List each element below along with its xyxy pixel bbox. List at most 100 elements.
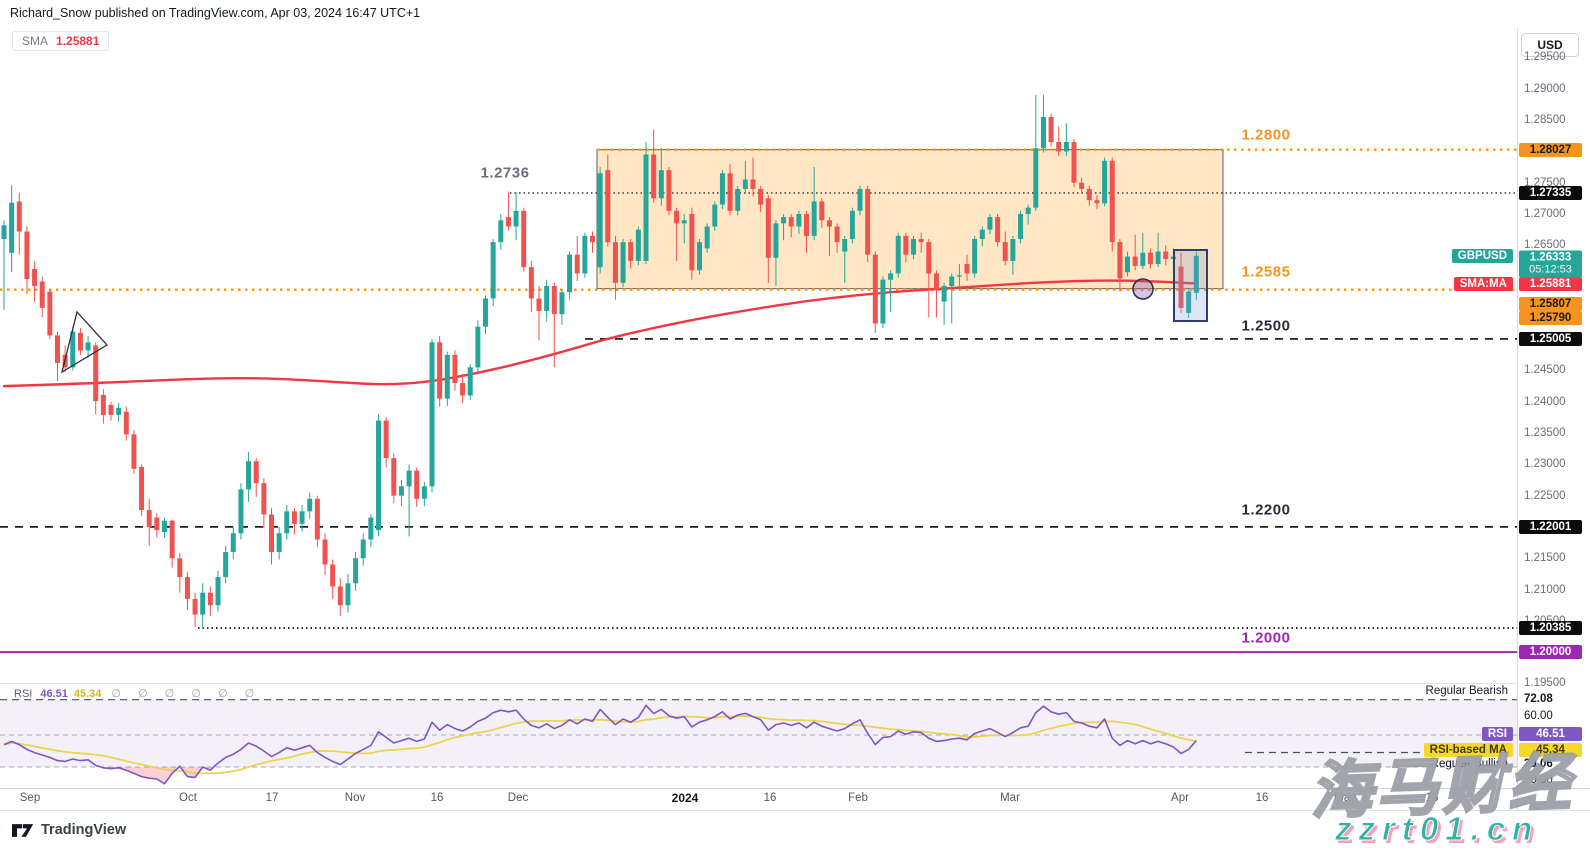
candle-body: [987, 217, 993, 230]
candle-body: [269, 514, 275, 553]
candle-body: [559, 292, 565, 315]
candle-body: [32, 269, 38, 286]
candle-body: [536, 298, 542, 312]
sma-line[interactable]: [2, 279, 1198, 388]
candle-body: [857, 188, 863, 211]
candle-body: [253, 461, 259, 484]
candle-body: [475, 326, 481, 368]
candle-body: [85, 342, 91, 351]
candle-body: [964, 264, 970, 274]
candle-body: [154, 517, 160, 531]
candle-body: [337, 586, 343, 606]
candle-body: [55, 335, 61, 363]
rsi-ma-line[interactable]: [3, 715, 1197, 775]
candle-body: [368, 517, 374, 540]
candle-body: [781, 217, 787, 224]
candle-body: [169, 520, 175, 559]
candle-body: [872, 254, 878, 324]
candle-body: [360, 539, 366, 559]
candle-body: [505, 217, 511, 227]
candle-body: [567, 254, 573, 293]
candle-body: [811, 201, 817, 236]
candle-body: [146, 510, 152, 527]
candle-body: [1163, 251, 1169, 260]
candle-body: [284, 511, 290, 534]
candle-body: [77, 332, 83, 351]
candle-body: [1109, 160, 1115, 243]
candle-body: [108, 404, 114, 415]
candle-body: [353, 558, 359, 584]
candle-body: [620, 242, 626, 283]
rsi-band: [0, 699, 1517, 767]
candle-body: [903, 235, 909, 255]
candle-body: [796, 213, 802, 227]
candle-body: [207, 592, 213, 606]
candle-body: [1040, 116, 1046, 149]
candle-body: [911, 239, 917, 255]
candle-body: [1056, 141, 1062, 152]
candle-body: [758, 188, 764, 205]
rsi-line[interactable]: [3, 704, 1197, 785]
candle-body: [819, 201, 825, 221]
candle-body: [1048, 116, 1054, 142]
candle-body: [139, 466, 145, 511]
candle-body: [330, 564, 336, 587]
candle-body: [238, 489, 244, 534]
candle-body: [788, 217, 794, 227]
candle-body: [1147, 252, 1153, 265]
recent-candles-highlight-box[interactable]: [1173, 249, 1208, 322]
candle-body: [697, 242, 703, 271]
candle-body: [1094, 200, 1100, 204]
candle-body: [70, 331, 76, 368]
candle-body: [666, 170, 672, 211]
candle-body: [429, 342, 435, 487]
candle-body: [1186, 291, 1192, 313]
candle-body: [200, 592, 206, 615]
candle-body: [421, 486, 427, 499]
candle-body: [498, 220, 504, 243]
triangle-annotation[interactable]: [60, 310, 109, 374]
candle-body: [612, 242, 618, 283]
candle-body: [689, 213, 695, 271]
candle-body: [750, 179, 756, 189]
candle-body: [9, 202, 15, 253]
candle-body: [1018, 213, 1024, 240]
candle-body: [880, 279, 886, 324]
candles[interactable]: [1, 95, 1199, 630]
candle-body: [590, 235, 596, 243]
candle-body: [192, 598, 198, 615]
candle-body: [383, 420, 389, 459]
candle-body: [299, 511, 305, 524]
candle-body: [544, 285, 550, 312]
candle-body: [307, 498, 313, 512]
candle-body: [1063, 141, 1069, 152]
candle-body: [834, 226, 840, 243]
candle-body: [483, 298, 489, 327]
candle-body: [1102, 160, 1108, 204]
candle-body: [314, 498, 320, 540]
candle-body: [16, 201, 22, 232]
candle-body: [1033, 148, 1039, 208]
candle-body: [658, 170, 664, 199]
candle-body: [628, 242, 634, 261]
candle-body: [956, 275, 962, 277]
sma-touch-circle[interactable]: [1132, 278, 1154, 300]
candle-body: [444, 354, 450, 399]
candle-body: [162, 520, 168, 532]
candle-body: [888, 273, 894, 280]
candle-body: [597, 173, 603, 268]
candle-body: [895, 235, 901, 274]
candle-body: [1178, 266, 1184, 308]
candle-body: [1002, 242, 1008, 261]
candle-body: [773, 223, 779, 258]
candle-body: [849, 210, 855, 240]
candle-body: [276, 533, 282, 553]
candle-body: [727, 173, 733, 211]
candle-body: [918, 239, 924, 243]
candle-body: [322, 539, 328, 565]
candle-body: [574, 254, 580, 274]
candle-body: [826, 220, 832, 227]
candle-body: [933, 273, 939, 290]
